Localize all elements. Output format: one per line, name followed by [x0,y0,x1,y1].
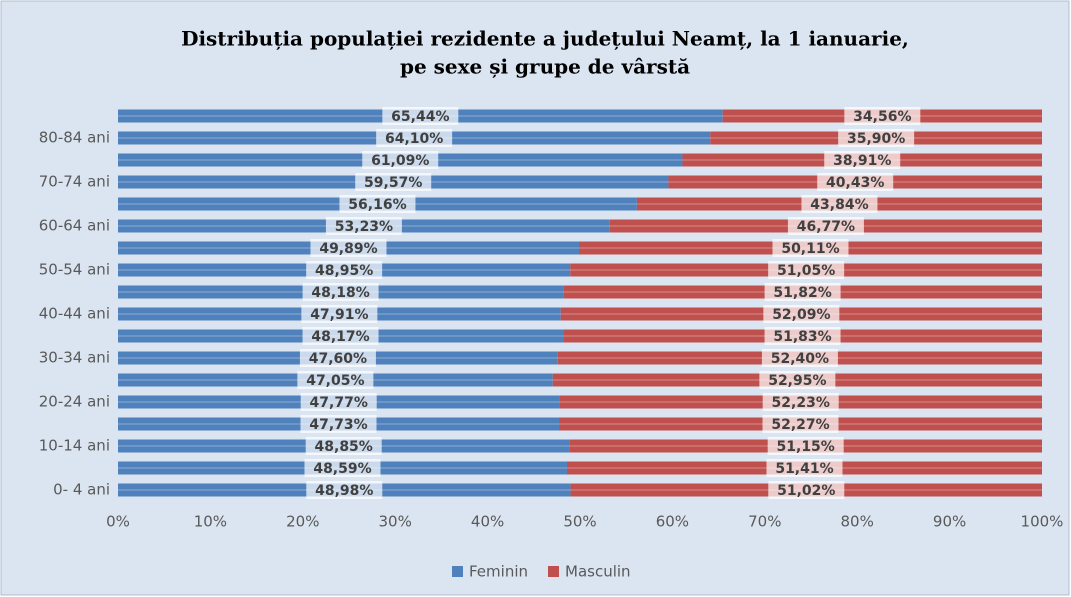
x-tick-label: 20% [286,513,319,531]
value-label-bg [761,349,838,367]
value-label: 47,60% [309,351,367,367]
x-tick-label: 80% [841,513,874,531]
value-label: 52,09% [772,307,830,323]
value-label-bg [766,459,843,477]
value-label: 47,05% [306,373,364,389]
y-tick-label: 40-44 ani [39,305,110,323]
value-label: 51,02% [777,483,835,499]
y-tick-label: 50-54 ani [39,261,110,279]
value-label-bg [764,283,841,301]
value-label-bg [801,195,878,213]
value-label-bg [382,107,459,125]
x-tick-label: 70% [748,513,781,531]
value-label: 47,73% [309,417,367,433]
value-label: 52,40% [771,351,829,367]
value-label: 59,57% [364,175,422,191]
value-label: 49,89% [319,241,377,257]
value-label-bg [787,217,864,235]
value-label: 53,23% [335,219,393,235]
x-tick-label: 10% [194,513,227,531]
value-label-bg [301,305,378,323]
value-label: 51,41% [775,461,833,477]
value-label: 52,27% [771,417,829,433]
value-label: 43,84% [810,197,868,213]
value-label: 48,95% [315,263,373,279]
y-tick-label: 20-24 ani [39,393,110,411]
x-tick-label: 30% [379,513,412,531]
value-label-bg [297,371,374,389]
value-label: 40,43% [826,175,884,191]
value-label: 51,82% [773,285,831,301]
value-label-bg [764,327,841,345]
value-label-bg [325,217,402,235]
value-label: 47,91% [310,307,368,323]
value-label-bg [339,195,416,213]
value-label-bg [768,261,845,279]
chart-title: Distribuția populației rezidente a județ… [181,27,909,51]
value-label: 51,83% [773,329,831,345]
value-label-bg [838,129,915,147]
value-label: 48,98% [315,483,373,499]
value-label-bg [304,459,381,477]
value-label: 51,15% [777,439,835,455]
value-label-bg [376,129,453,147]
value-label: 64,10% [385,131,443,147]
value-label-bg [299,349,376,367]
value-label-bg [302,283,379,301]
chart-title: pe sexe și grupe de vârstă [400,55,690,79]
value-label-bg [310,239,387,257]
value-label: 48,59% [313,461,371,477]
value-label-bg [306,481,383,499]
y-tick-label: 10-14 ani [39,437,110,455]
x-tick-label: 100% [1021,513,1064,531]
x-tick-label: 60% [656,513,689,531]
y-tick-label: 0- 4 ani [53,481,110,499]
value-label-bg [772,239,849,257]
x-tick-label: 90% [933,513,966,531]
value-label-bg [759,371,836,389]
value-label: 38,91% [833,153,891,169]
y-tick-label: 80-84 ani [39,129,110,147]
value-label-bg [300,393,377,411]
value-label-bg [768,481,845,499]
legend-swatch [548,566,559,577]
value-label-bg [844,107,921,125]
x-tick-label: 40% [471,513,504,531]
value-label-bg [763,305,840,323]
value-label-bg [355,173,432,191]
x-tick-label: 0% [106,513,130,531]
value-label: 61,09% [371,153,429,169]
value-label-bg [302,327,379,345]
value-label: 46,77% [797,219,855,235]
y-tick-label: 30-34 ani [39,349,110,367]
value-label: 50,11% [781,241,839,257]
value-label-bg [817,173,894,191]
value-label: 35,90% [847,131,905,147]
value-label: 52,23% [772,395,830,411]
value-label: 48,18% [311,285,369,301]
y-tick-label: 70-74 ani [39,173,110,191]
value-label-bg [300,415,377,433]
value-label: 48,17% [311,329,369,345]
value-label-bg [762,415,839,433]
legend-label: Masculin [565,563,631,581]
value-label: 52,95% [768,373,826,389]
y-tick-label: 60-64 ani [39,217,110,235]
value-label: 56,16% [348,197,406,213]
value-label: 34,56% [853,109,911,125]
legend-swatch [452,566,463,577]
value-label: 48,85% [315,439,373,455]
value-label: 47,77% [310,395,368,411]
value-label-bg [762,393,839,411]
value-label-bg [767,437,844,455]
value-label-bg [362,151,439,169]
value-label-bg [824,151,901,169]
value-label-bg [305,437,382,455]
value-label: 65,44% [391,109,449,125]
legend-label: Feminin [469,563,528,581]
x-tick-label: 50% [563,513,596,531]
value-label: 51,05% [777,263,835,279]
value-label-bg [306,261,383,279]
